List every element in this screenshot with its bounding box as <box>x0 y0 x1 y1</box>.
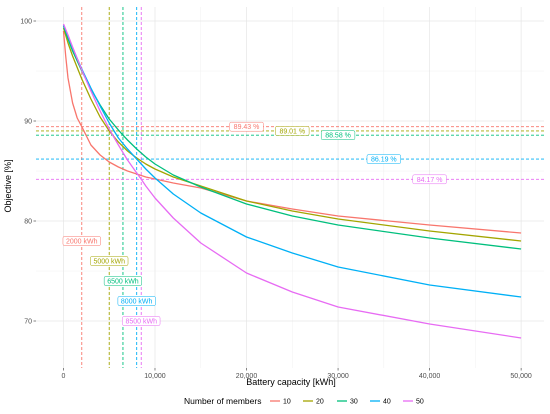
y-axis-title: Objective [%] <box>3 159 13 212</box>
horizontal-line-label: 89.43 % <box>234 124 260 131</box>
legend: Number of members 10 20 30 40 50 <box>184 396 424 406</box>
series-line-10 <box>62 30 522 234</box>
horizontal-line-label: 89.01 % <box>279 128 305 135</box>
vertical-line-label: 2000 kWh <box>66 239 98 246</box>
horizontal-line-label-box <box>320 130 356 140</box>
reference-labels: 2000 kWh 5000 kWh 6500 kWh 8000 kWh 8500 kWh… <box>62 121 447 326</box>
horizontal-line-label-box <box>275 126 310 136</box>
horizontal-line-label: 84.17 % <box>417 177 443 184</box>
x-tick-label: 50,000 <box>510 373 532 380</box>
reference-lines <box>36 7 544 368</box>
horizontal-line-label-box <box>366 154 401 164</box>
series-lines <box>62 23 522 339</box>
horizontal-line-label-box <box>229 121 264 132</box>
vertical-line-label-box <box>117 296 156 306</box>
y-tick-label: 70 <box>24 319 32 326</box>
x-tick-label: 30,000 <box>327 373 349 380</box>
vertical-line-label: 5000 kWh <box>93 259 125 266</box>
x-tick-label: 20,000 <box>236 373 258 380</box>
grid <box>36 7 544 368</box>
vertical-line-label-box <box>90 256 129 266</box>
vertical-line-label: 8500 kWh <box>125 319 157 326</box>
legend-label-20: 20 <box>316 399 324 406</box>
x-tick-label: 40,000 <box>419 373 441 380</box>
y-tick-label: 90 <box>24 119 32 126</box>
horizontal-line-label: 88.58 % <box>325 133 351 140</box>
x-tick-label: 10,000 <box>144 373 166 380</box>
vertical-line-label-box <box>103 276 143 286</box>
legend-label-50: 50 <box>416 399 424 406</box>
y-tick-label: 100 <box>20 19 32 26</box>
legend-label-10: 10 <box>283 399 291 406</box>
vertical-line-label-box <box>62 236 101 246</box>
legend-title: Number of members <box>184 396 261 406</box>
x-axis-title: Battery capacity [kWh] <box>246 377 336 387</box>
vertical-line-label-box <box>122 316 161 326</box>
x-tick-label: 0 <box>62 373 66 380</box>
axes: 0 10,000 20,000 30,000 40,000 50,000 70 80 90 100 <box>20 19 532 381</box>
legend-label-30: 30 <box>350 399 358 406</box>
horizontal-line-label: 86.19 % <box>371 157 397 164</box>
vertical-line-label: 8000 kWh <box>121 299 153 306</box>
series-line-20 <box>62 27 522 242</box>
horizontal-line-label-box <box>412 174 447 185</box>
vertical-line-label: 6500 kWh <box>107 279 139 286</box>
y-tick-label: 80 <box>24 219 32 226</box>
legend-label-40: 40 <box>383 399 391 406</box>
series-line-50 <box>62 23 522 339</box>
